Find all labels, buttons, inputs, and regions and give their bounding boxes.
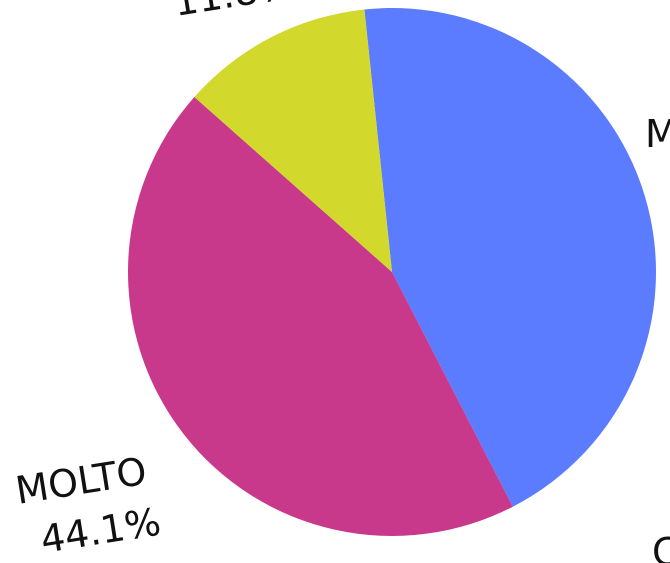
- edge-label-c: C: [652, 530, 670, 563]
- pie-slices: [127, 7, 657, 537]
- pie-slice-1: [127, 96, 513, 537]
- pie-slice-2: [194, 9, 392, 272]
- slice-value-yellow: 11.8%: [171, 0, 297, 25]
- pie-slice-0: [364, 7, 657, 507]
- slice-label-blue: M: [645, 112, 670, 156]
- slice-value-magenta: 44.1%: [38, 500, 164, 562]
